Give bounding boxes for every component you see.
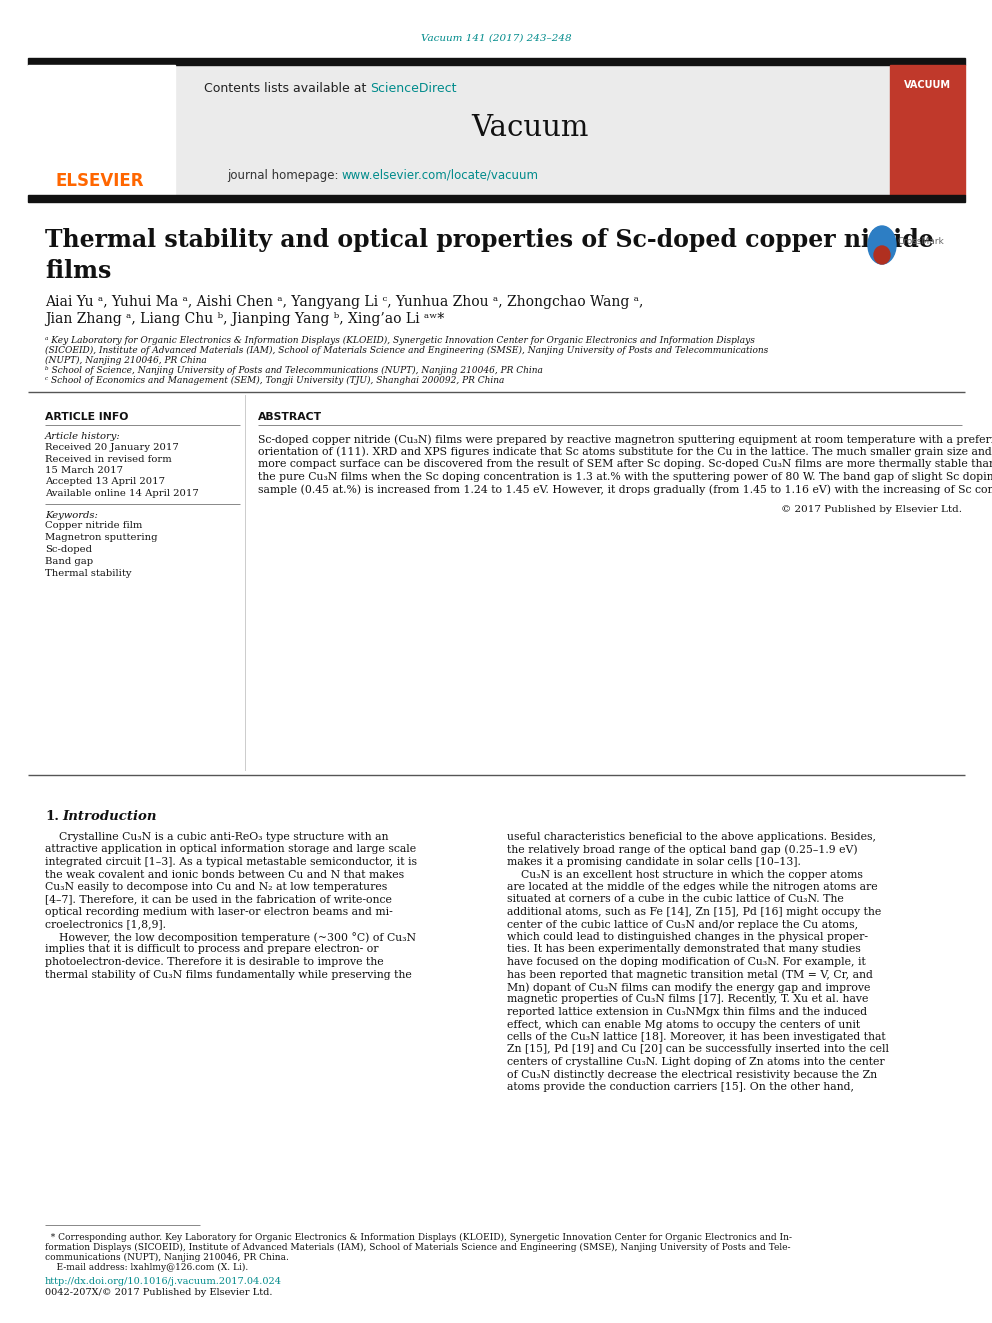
Text: CrossMark: CrossMark xyxy=(898,238,944,246)
Text: Article history:: Article history: xyxy=(45,433,121,441)
Text: center of the cubic lattice of Cu₃N and/or replace the Cu atoms,: center of the cubic lattice of Cu₃N and/… xyxy=(507,919,858,930)
Text: more compact surface can be discovered from the result of SEM after Sc doping. S: more compact surface can be discovered f… xyxy=(258,459,992,468)
Text: Copper nitride film: Copper nitride film xyxy=(45,521,143,531)
Bar xyxy=(28,58,965,65)
Text: Magnetron sputtering: Magnetron sputtering xyxy=(45,533,158,542)
Text: Sc-doped: Sc-doped xyxy=(45,545,92,554)
Text: © 2017 Published by Elsevier Ltd.: © 2017 Published by Elsevier Ltd. xyxy=(781,504,962,513)
Text: ᵃ Key Laboratory for Organic Electronics & Information Displays (KLOEID), Synerg: ᵃ Key Laboratory for Organic Electronics… xyxy=(45,336,755,345)
Text: optical recording medium with laser-or electron beams and mi-: optical recording medium with laser-or e… xyxy=(45,908,393,917)
Text: Vacuum: Vacuum xyxy=(471,114,588,142)
Text: useful characteristics beneficial to the above applications. Besides,: useful characteristics beneficial to the… xyxy=(507,832,876,841)
Text: ScienceDirect: ScienceDirect xyxy=(370,82,456,94)
Text: ᶜ School of Economics and Management (SEM), Tongji University (TJU), Shanghai 20: ᶜ School of Economics and Management (SE… xyxy=(45,376,504,385)
Text: effect, which can enable Mg atoms to occupy the centers of unit: effect, which can enable Mg atoms to occ… xyxy=(507,1020,860,1029)
Text: orientation of (111). XRD and XPS figures indicate that Sc atoms substitute for : orientation of (111). XRD and XPS figure… xyxy=(258,446,992,456)
Text: (SICOEID), Institute of Advanced Materials (IAM), School of Materials Science an: (SICOEID), Institute of Advanced Materia… xyxy=(45,347,768,355)
Text: ARTICLE INFO: ARTICLE INFO xyxy=(45,411,128,422)
Text: communications (NUPT), Nanjing 210046, PR China.: communications (NUPT), Nanjing 210046, P… xyxy=(45,1253,289,1262)
Text: the weak covalent and ionic bonds between Cu and N that makes: the weak covalent and ionic bonds betwee… xyxy=(45,869,404,880)
Bar xyxy=(175,65,890,194)
Text: reported lattice extension in Cu₃NMgx thin films and the induced: reported lattice extension in Cu₃NMgx th… xyxy=(507,1007,867,1017)
Text: Mn) dopant of Cu₃N films can modify the energy gap and improve: Mn) dopant of Cu₃N films can modify the … xyxy=(507,982,870,992)
Text: Thermal stability: Thermal stability xyxy=(45,569,132,578)
Text: Keywords:: Keywords: xyxy=(45,511,98,520)
Text: has been reported that magnetic transition metal (TM = V, Cr, and: has been reported that magnetic transiti… xyxy=(507,970,873,980)
Text: integrated circuit [1–3]. As a typical metastable semiconductor, it is: integrated circuit [1–3]. As a typical m… xyxy=(45,857,417,867)
Text: However, the low decomposition temperature (~300 °C) of Cu₃N: However, the low decomposition temperatu… xyxy=(45,931,416,943)
Text: Cu₃N is an excellent host structure in which the copper atoms: Cu₃N is an excellent host structure in w… xyxy=(507,869,863,880)
Text: ELSEVIER: ELSEVIER xyxy=(56,172,144,191)
Text: implies that it is difficult to process and prepare electron- or: implies that it is difficult to process … xyxy=(45,945,379,954)
Text: sample (0.45 at.%) is increased from 1.24 to 1.45 eV. However, it drops graduall: sample (0.45 at.%) is increased from 1.2… xyxy=(258,484,992,495)
Text: have focused on the doping modification of Cu₃N. For example, it: have focused on the doping modification … xyxy=(507,957,866,967)
Text: ties. It has been experimentally demonstrated that many studies: ties. It has been experimentally demonst… xyxy=(507,945,861,954)
Text: 0042-207X/© 2017 Published by Elsevier Ltd.: 0042-207X/© 2017 Published by Elsevier L… xyxy=(45,1289,273,1297)
Text: http://dx.doi.org/10.1016/j.vacuum.2017.04.024: http://dx.doi.org/10.1016/j.vacuum.2017.… xyxy=(45,1277,282,1286)
Text: ABSTRACT: ABSTRACT xyxy=(258,411,322,422)
Text: Available online 14 April 2017: Available online 14 April 2017 xyxy=(45,490,198,497)
Text: magnetic properties of Cu₃N films [17]. Recently, T. Xu et al. have: magnetic properties of Cu₃N films [17]. … xyxy=(507,995,868,1004)
Text: Zn [15], Pd [19] and Cu [20] can be successfully inserted into the cell: Zn [15], Pd [19] and Cu [20] can be succ… xyxy=(507,1044,889,1054)
Text: (NUPT), Nanjing 210046, PR China: (NUPT), Nanjing 210046, PR China xyxy=(45,356,206,365)
Text: Jian Zhang ᵃ, Liang Chu ᵇ, Jianping Yang ᵇ, Xing’ao Li ᵃʷ*: Jian Zhang ᵃ, Liang Chu ᵇ, Jianping Yang… xyxy=(45,312,444,325)
Bar xyxy=(28,194,965,202)
Text: Thermal stability and optical properties of Sc-doped copper nitride: Thermal stability and optical properties… xyxy=(45,228,933,251)
Text: Vacuum 141 (2017) 243–248: Vacuum 141 (2017) 243–248 xyxy=(421,33,571,42)
Text: the pure Cu₃N films when the Sc doping concentration is 1.3 at.% with the sputte: the pure Cu₃N films when the Sc doping c… xyxy=(258,471,992,482)
Text: situated at corners of a cube in the cubic lattice of Cu₃N. The: situated at corners of a cube in the cub… xyxy=(507,894,844,905)
Text: ᵇ School of Science, Nanjing University of Posts and Telecommunications (NUPT), : ᵇ School of Science, Nanjing University … xyxy=(45,366,543,376)
Ellipse shape xyxy=(874,246,890,265)
Text: are located at the middle of the edges while the nitrogen atoms are: are located at the middle of the edges w… xyxy=(507,882,878,892)
Text: formation Displays (SICOEID), Institute of Advanced Materials (IAM), School of M: formation Displays (SICOEID), Institute … xyxy=(45,1244,791,1252)
Bar xyxy=(28,65,175,194)
Text: which could lead to distinguished changes in the physical proper-: which could lead to distinguished change… xyxy=(507,931,868,942)
Text: Introduction: Introduction xyxy=(62,810,157,823)
Ellipse shape xyxy=(868,226,896,265)
Text: [4–7]. Therefore, it can be used in the fabrication of write-once: [4–7]. Therefore, it can be used in the … xyxy=(45,894,392,905)
Text: the relatively broad range of the optical band gap (0.25–1.9 eV): the relatively broad range of the optica… xyxy=(507,844,858,855)
Text: 15 March 2017: 15 March 2017 xyxy=(45,466,123,475)
Text: VACUUM: VACUUM xyxy=(904,79,950,90)
Text: Band gap: Band gap xyxy=(45,557,93,566)
Text: * Corresponding author. Key Laboratory for Organic Electronics & Information Dis: * Corresponding author. Key Laboratory f… xyxy=(45,1233,792,1242)
Text: Accepted 13 April 2017: Accepted 13 April 2017 xyxy=(45,478,165,487)
Text: journal homepage:: journal homepage: xyxy=(227,168,342,181)
Text: Cu₃N easily to decompose into Cu and N₂ at low temperatures: Cu₃N easily to decompose into Cu and N₂ … xyxy=(45,882,387,892)
Text: photoelectron-device. Therefore it is desirable to improve the: photoelectron-device. Therefore it is de… xyxy=(45,957,384,967)
Text: www.elsevier.com/locate/vacuum: www.elsevier.com/locate/vacuum xyxy=(342,168,539,181)
Text: films: films xyxy=(45,259,111,283)
Text: atoms provide the conduction carriers [15]. On the other hand,: atoms provide the conduction carriers [1… xyxy=(507,1082,854,1091)
Text: additional atoms, such as Fe [14], Zn [15], Pd [16] might occupy the: additional atoms, such as Fe [14], Zn [1… xyxy=(507,908,881,917)
Text: Aiai Yu ᵃ, Yuhui Ma ᵃ, Aishi Chen ᵃ, Yangyang Li ᶜ, Yunhua Zhou ᵃ, Zhongchao Wan: Aiai Yu ᵃ, Yuhui Ma ᵃ, Aishi Chen ᵃ, Yan… xyxy=(45,295,644,310)
Text: cells of the Cu₃N lattice [18]. Moreover, it has been investigated that: cells of the Cu₃N lattice [18]. Moreover… xyxy=(507,1032,886,1043)
Text: of Cu₃N distinctly decrease the electrical resistivity because the Zn: of Cu₃N distinctly decrease the electric… xyxy=(507,1069,877,1080)
Bar xyxy=(890,65,965,194)
Text: attractive application in optical information storage and large scale: attractive application in optical inform… xyxy=(45,844,416,855)
Text: thermal stability of Cu₃N films fundamentally while preserving the: thermal stability of Cu₃N films fundamen… xyxy=(45,970,412,979)
Text: centers of crystalline Cu₃N. Light doping of Zn atoms into the center: centers of crystalline Cu₃N. Light dopin… xyxy=(507,1057,885,1068)
Text: 1.: 1. xyxy=(45,810,59,823)
Text: Received in revised form: Received in revised form xyxy=(45,455,172,463)
Text: Sc-doped copper nitride (Cu₃N) films were prepared by reactive magnetron sputter: Sc-doped copper nitride (Cu₃N) films wer… xyxy=(258,434,992,445)
Text: Received 20 January 2017: Received 20 January 2017 xyxy=(45,443,179,452)
Text: makes it a promising candidate in solar cells [10–13].: makes it a promising candidate in solar … xyxy=(507,857,801,867)
Text: Contents lists available at: Contents lists available at xyxy=(203,82,370,94)
Text: Crystalline Cu₃N is a cubic anti-ReO₃ type structure with an: Crystalline Cu₃N is a cubic anti-ReO₃ ty… xyxy=(45,832,389,841)
Text: E-mail address: lxahlmy@126.com (X. Li).: E-mail address: lxahlmy@126.com (X. Li). xyxy=(45,1263,248,1273)
Text: croelectronics [1,8,9].: croelectronics [1,8,9]. xyxy=(45,919,166,930)
